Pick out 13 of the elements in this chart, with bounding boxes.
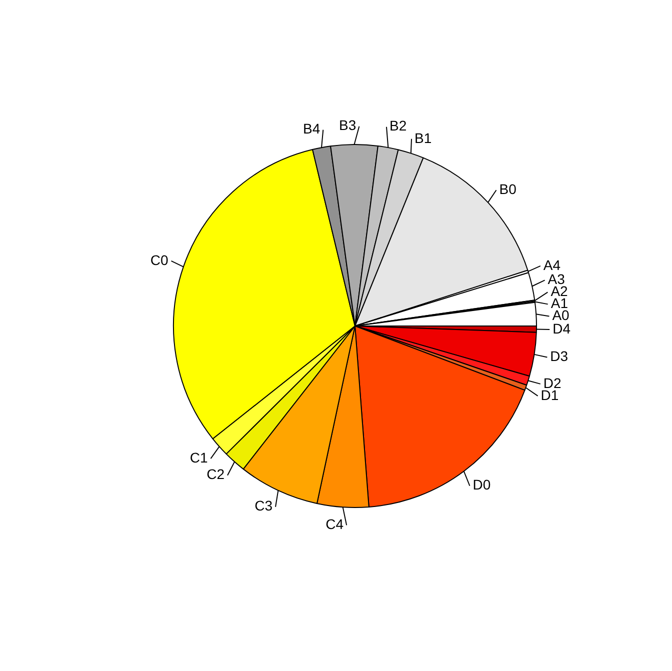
slice-label: D0 bbox=[472, 476, 491, 493]
slice-label: C1 bbox=[190, 449, 208, 466]
slice-label: B3 bbox=[339, 117, 356, 134]
slice-label: B1 bbox=[414, 130, 432, 146]
slice-label: D3 bbox=[550, 348, 568, 364]
slice-label: B4 bbox=[303, 120, 320, 137]
slice-label: B2 bbox=[389, 118, 407, 134]
slice-label: C0 bbox=[150, 252, 168, 268]
slice-label: A4 bbox=[543, 256, 561, 273]
slice-label: C3 bbox=[254, 498, 273, 514]
slice-label: C4 bbox=[326, 516, 344, 532]
slice-label: B0 bbox=[499, 180, 517, 197]
slice-label: C2 bbox=[206, 466, 225, 482]
